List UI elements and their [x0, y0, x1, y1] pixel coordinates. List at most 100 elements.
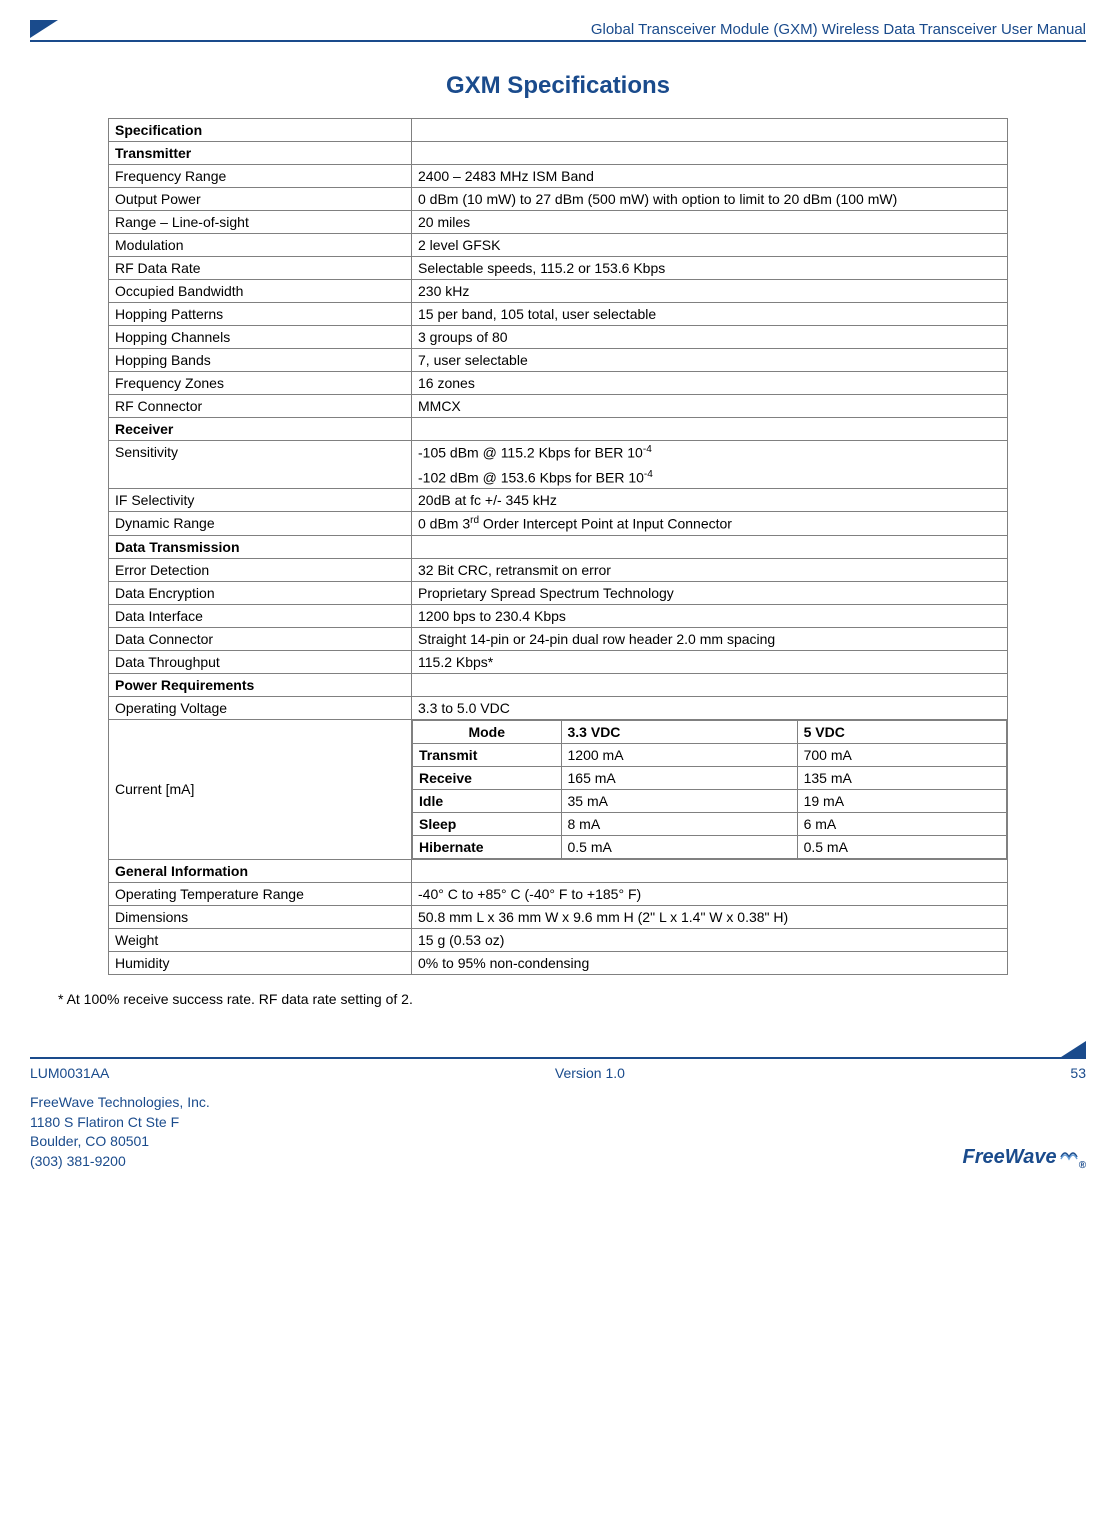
current-mode-cell: Hibernate — [413, 835, 562, 858]
current-value-cell: 8 mA — [561, 812, 797, 835]
spec-value-cell: 2 level GFSK — [412, 234, 1008, 257]
current-value-cell: 135 mA — [797, 766, 1006, 789]
current-mode-cell: Receive — [413, 766, 562, 789]
spec-value-cell: 3 groups of 80 — [412, 326, 1008, 349]
spec-label-cell: Hopping Channels — [109, 326, 412, 349]
spec-label-cell: Data Interface — [109, 604, 412, 627]
spec-label-cell: Hopping Patterns — [109, 303, 412, 326]
spec-label-cell: Frequency Range — [109, 165, 412, 188]
current-value-cell: 6 mA — [797, 812, 1006, 835]
current-header-cell: 3.3 VDC — [561, 720, 797, 743]
spec-value-cell: 20 miles — [412, 211, 1008, 234]
header-title: Global Transceiver Module (GXM) Wireless… — [591, 21, 1086, 38]
current-mode-cell: Transmit — [413, 743, 562, 766]
corner-decoration-br — [1058, 1041, 1086, 1059]
current-inner-table: Mode3.3 VDC5 VDC Transmit1200 mA700 mA Rec… — [412, 720, 1007, 859]
current-value-cell: 35 mA — [561, 789, 797, 812]
spec-label-cell: Data Encryption — [109, 581, 412, 604]
section-header-cell: Receiver — [109, 418, 412, 441]
current-value-cell: 165 mA — [561, 766, 797, 789]
current-label-cell: Current [mA] — [109, 719, 412, 859]
spec-label-cell: Humidity — [109, 951, 412, 974]
spec-label-cell: Data Throughput — [109, 650, 412, 673]
spec-value-cell: -105 dBm @ 115.2 Kbps for BER 10-4-102 d… — [412, 441, 1008, 489]
section-header-value — [412, 142, 1008, 165]
spec-value-cell: 20dB at fc +/- 345 kHz — [412, 489, 1008, 512]
spec-value-cell: 115.2 Kbps* — [412, 650, 1008, 673]
section-header-value — [412, 418, 1008, 441]
specifications-table: SpecificationTransmitterFrequency Range2… — [108, 118, 1008, 975]
spec-label-cell: Data Connector — [109, 627, 412, 650]
current-header-cell: Mode — [413, 720, 562, 743]
spec-label-cell: RF Connector — [109, 395, 412, 418]
spec-value-cell: 15 g (0.53 oz) — [412, 928, 1008, 951]
spec-label-cell: Operating Voltage — [109, 696, 412, 719]
spec-value-cell: 32 Bit CRC, retransmit on error — [412, 558, 1008, 581]
spec-value-cell: 50.8 mm L x 36 mm W x 9.6 mm H (2" L x 1… — [412, 905, 1008, 928]
section-header-value — [412, 673, 1008, 696]
spec-value-cell: MMCX — [412, 395, 1008, 418]
footer-address-line: (303) 381-9200 — [30, 1152, 1086, 1172]
spec-value-cell: 16 zones — [412, 372, 1008, 395]
current-table-cell: Mode3.3 VDC5 VDC Transmit1200 mA700 mA Rec… — [412, 719, 1008, 859]
spec-label-cell: Dynamic Range — [109, 512, 412, 536]
wave-icon — [1059, 1144, 1079, 1167]
spec-value-cell: 15 per band, 105 total, user selectable — [412, 303, 1008, 326]
current-value-cell: 19 mA — [797, 789, 1006, 812]
spec-label-cell: RF Data Rate — [109, 257, 412, 280]
spec-label-cell: Hopping Bands — [109, 349, 412, 372]
spec-label-cell: Error Detection — [109, 558, 412, 581]
section-header-value — [412, 119, 1008, 142]
spec-value-cell: 0% to 95% non-condensing — [412, 951, 1008, 974]
current-value-cell: 0.5 mA — [561, 835, 797, 858]
footer-doc-number: LUM0031AA — [30, 1065, 109, 1081]
footer-rule — [30, 1057, 1086, 1059]
header-bar: Global Transceiver Module (GXM) Wireless… — [30, 20, 1086, 42]
section-header-value — [412, 859, 1008, 882]
spec-value-cell: 230 kHz — [412, 280, 1008, 303]
footer-address: FreeWave Technologies, Inc.1180 S Flatir… — [30, 1093, 1086, 1171]
spec-value-cell: Proprietary Spread Spectrum Technology — [412, 581, 1008, 604]
spec-value-cell: 3.3 to 5.0 VDC — [412, 696, 1008, 719]
section-header-cell: Power Requirements — [109, 673, 412, 696]
freewave-logo: FreeWave ® — [962, 1146, 1086, 1171]
section-header-cell: Data Transmission — [109, 535, 412, 558]
footer-row: LUM0031AA Version 1.0 53 — [30, 1065, 1086, 1081]
section-header-cell: Transmitter — [109, 142, 412, 165]
footer-address-line: Boulder, CO 80501 — [30, 1132, 1086, 1152]
section-header-cell: General Information — [109, 859, 412, 882]
logo-text: FreeWave — [962, 1146, 1056, 1168]
footer-address-line: 1180 S Flatiron Ct Ste F — [30, 1113, 1086, 1133]
section-header-cell: Specification — [109, 119, 412, 142]
spec-value-cell: 2400 – 2483 MHz ISM Band — [412, 165, 1008, 188]
spec-value-cell: -40° C to +85° C (-40° F to +185° F) — [412, 882, 1008, 905]
spec-value-cell: 1200 bps to 230.4 Kbps — [412, 604, 1008, 627]
spec-value-cell: 7, user selectable — [412, 349, 1008, 372]
spec-label-cell: Range – Line-of-sight — [109, 211, 412, 234]
current-header-cell: 5 VDC — [797, 720, 1006, 743]
corner-decoration-tl — [30, 20, 58, 38]
section-header-value — [412, 535, 1008, 558]
spec-label-cell: Modulation — [109, 234, 412, 257]
spec-label-cell: Sensitivity — [109, 441, 412, 489]
spec-label-cell: Frequency Zones — [109, 372, 412, 395]
current-mode-cell: Sleep — [413, 812, 562, 835]
spec-value-cell: 0 dBm (10 mW) to 27 dBm (500 mW) with op… — [412, 188, 1008, 211]
spec-label-cell: Occupied Bandwidth — [109, 280, 412, 303]
page-title: GXM Specifications — [30, 72, 1086, 100]
current-value-cell: 1200 mA — [561, 743, 797, 766]
footer-version: Version 1.0 — [555, 1065, 625, 1081]
current-value-cell: 700 mA — [797, 743, 1006, 766]
current-value-cell: 0.5 mA — [797, 835, 1006, 858]
spec-label-cell: Dimensions — [109, 905, 412, 928]
spec-label-cell: IF Selectivity — [109, 489, 412, 512]
current-mode-cell: Idle — [413, 789, 562, 812]
spec-value-cell: 0 dBm 3rd Order Intercept Point at Input… — [412, 512, 1008, 536]
spec-label-cell: Operating Temperature Range — [109, 882, 412, 905]
footnote-text: * At 100% receive success rate. RF data … — [58, 991, 1086, 1007]
spec-value-cell: Selectable speeds, 115.2 or 153.6 Kbps — [412, 257, 1008, 280]
spec-value-cell: Straight 14-pin or 24-pin dual row heade… — [412, 627, 1008, 650]
logo-registered: ® — [1079, 1160, 1086, 1171]
spec-label-cell: Output Power — [109, 188, 412, 211]
spec-label-cell: Weight — [109, 928, 412, 951]
